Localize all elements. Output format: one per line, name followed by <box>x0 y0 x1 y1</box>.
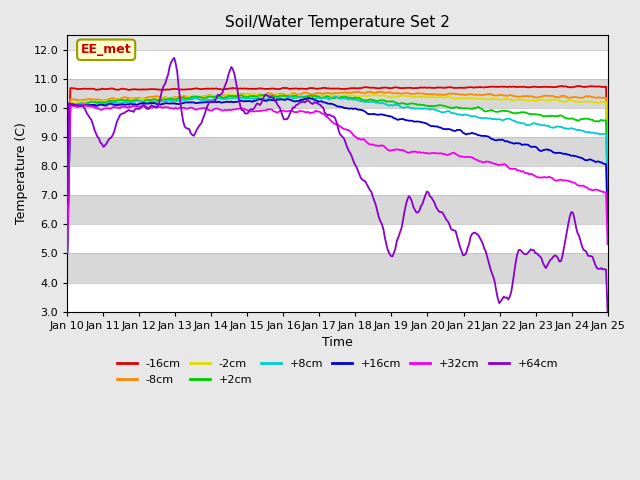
+2cm <box>225 93 232 99</box>
-16cm <box>63 241 71 247</box>
-16cm <box>575 84 583 89</box>
+2cm <box>575 118 583 123</box>
+16cm <box>300 96 307 102</box>
Bar <box>67 50 607 79</box>
-8cm <box>300 90 307 96</box>
-2cm <box>130 96 138 102</box>
+16cm <box>130 101 138 107</box>
Bar <box>67 79 607 108</box>
Y-axis label: Temperature (C): Temperature (C) <box>15 122 28 225</box>
+2cm <box>259 92 267 98</box>
+32cm <box>253 108 260 114</box>
+32cm <box>226 107 234 113</box>
-2cm <box>63 248 71 254</box>
+8cm <box>604 197 611 203</box>
+8cm <box>63 250 71 255</box>
+64cm <box>130 109 138 115</box>
+64cm <box>170 55 178 61</box>
+16cm <box>252 98 259 104</box>
+32cm <box>63 250 71 256</box>
Bar <box>67 225 607 253</box>
+64cm <box>63 200 71 205</box>
Bar <box>67 137 607 166</box>
+64cm <box>226 68 234 73</box>
-16cm <box>604 162 611 168</box>
Line: +32cm: +32cm <box>67 105 607 253</box>
Line: +2cm: +2cm <box>67 95 607 252</box>
Bar <box>67 283 607 312</box>
-8cm <box>575 95 583 100</box>
Legend: -16cm, -8cm, -2cm, +2cm, +8cm, +16cm, +32cm, +64cm: -16cm, -8cm, -2cm, +2cm, +8cm, +16cm, +3… <box>113 355 563 389</box>
-8cm <box>366 89 374 95</box>
-8cm <box>243 92 250 97</box>
-2cm <box>301 93 309 99</box>
-16cm <box>243 86 250 92</box>
+32cm <box>244 108 252 113</box>
Line: +64cm: +64cm <box>67 58 607 312</box>
+16cm <box>575 155 583 160</box>
-16cm <box>225 86 232 92</box>
+2cm <box>63 249 71 254</box>
+2cm <box>243 94 250 100</box>
Line: -8cm: -8cm <box>67 92 607 249</box>
Bar <box>67 195 607 225</box>
+64cm <box>604 309 611 315</box>
+64cm <box>575 233 583 239</box>
+16cm <box>304 95 312 101</box>
-2cm <box>250 91 258 97</box>
-8cm <box>225 93 232 99</box>
+2cm <box>604 188 611 193</box>
Bar <box>67 108 607 137</box>
+8cm <box>130 99 138 105</box>
+32cm <box>301 109 309 115</box>
-2cm <box>575 99 583 105</box>
-16cm <box>559 83 566 89</box>
Bar <box>67 253 607 283</box>
+8cm <box>252 95 259 101</box>
-8cm <box>63 246 71 252</box>
+64cm <box>244 110 252 116</box>
+64cm <box>301 100 309 106</box>
Line: -2cm: -2cm <box>67 94 607 251</box>
+8cm <box>300 95 307 101</box>
Text: EE_met: EE_met <box>81 43 131 56</box>
Bar <box>67 166 607 195</box>
-2cm <box>243 92 250 98</box>
+8cm <box>332 94 339 99</box>
+32cm <box>575 183 583 189</box>
+8cm <box>225 96 232 101</box>
+2cm <box>130 98 138 104</box>
+16cm <box>225 99 232 105</box>
-2cm <box>225 92 232 97</box>
-16cm <box>252 86 259 92</box>
+16cm <box>604 220 611 226</box>
-2cm <box>253 92 260 98</box>
Line: +8cm: +8cm <box>67 96 607 252</box>
+64cm <box>253 101 260 107</box>
-16cm <box>130 86 138 92</box>
+8cm <box>243 95 250 101</box>
+32cm <box>604 241 611 247</box>
Line: +16cm: +16cm <box>67 98 607 252</box>
Title: Soil/Water Temperature Set 2: Soil/Water Temperature Set 2 <box>225 15 450 30</box>
Line: -16cm: -16cm <box>67 86 607 244</box>
+32cm <box>80 102 88 108</box>
+2cm <box>301 94 309 100</box>
-2cm <box>604 174 611 180</box>
-8cm <box>604 170 611 176</box>
-8cm <box>130 96 138 101</box>
+32cm <box>131 103 139 109</box>
-8cm <box>252 92 259 98</box>
+16cm <box>63 249 71 255</box>
+16cm <box>243 98 250 104</box>
-16cm <box>300 86 307 92</box>
X-axis label: Time: Time <box>322 336 353 349</box>
+2cm <box>252 93 259 99</box>
+8cm <box>575 127 583 133</box>
